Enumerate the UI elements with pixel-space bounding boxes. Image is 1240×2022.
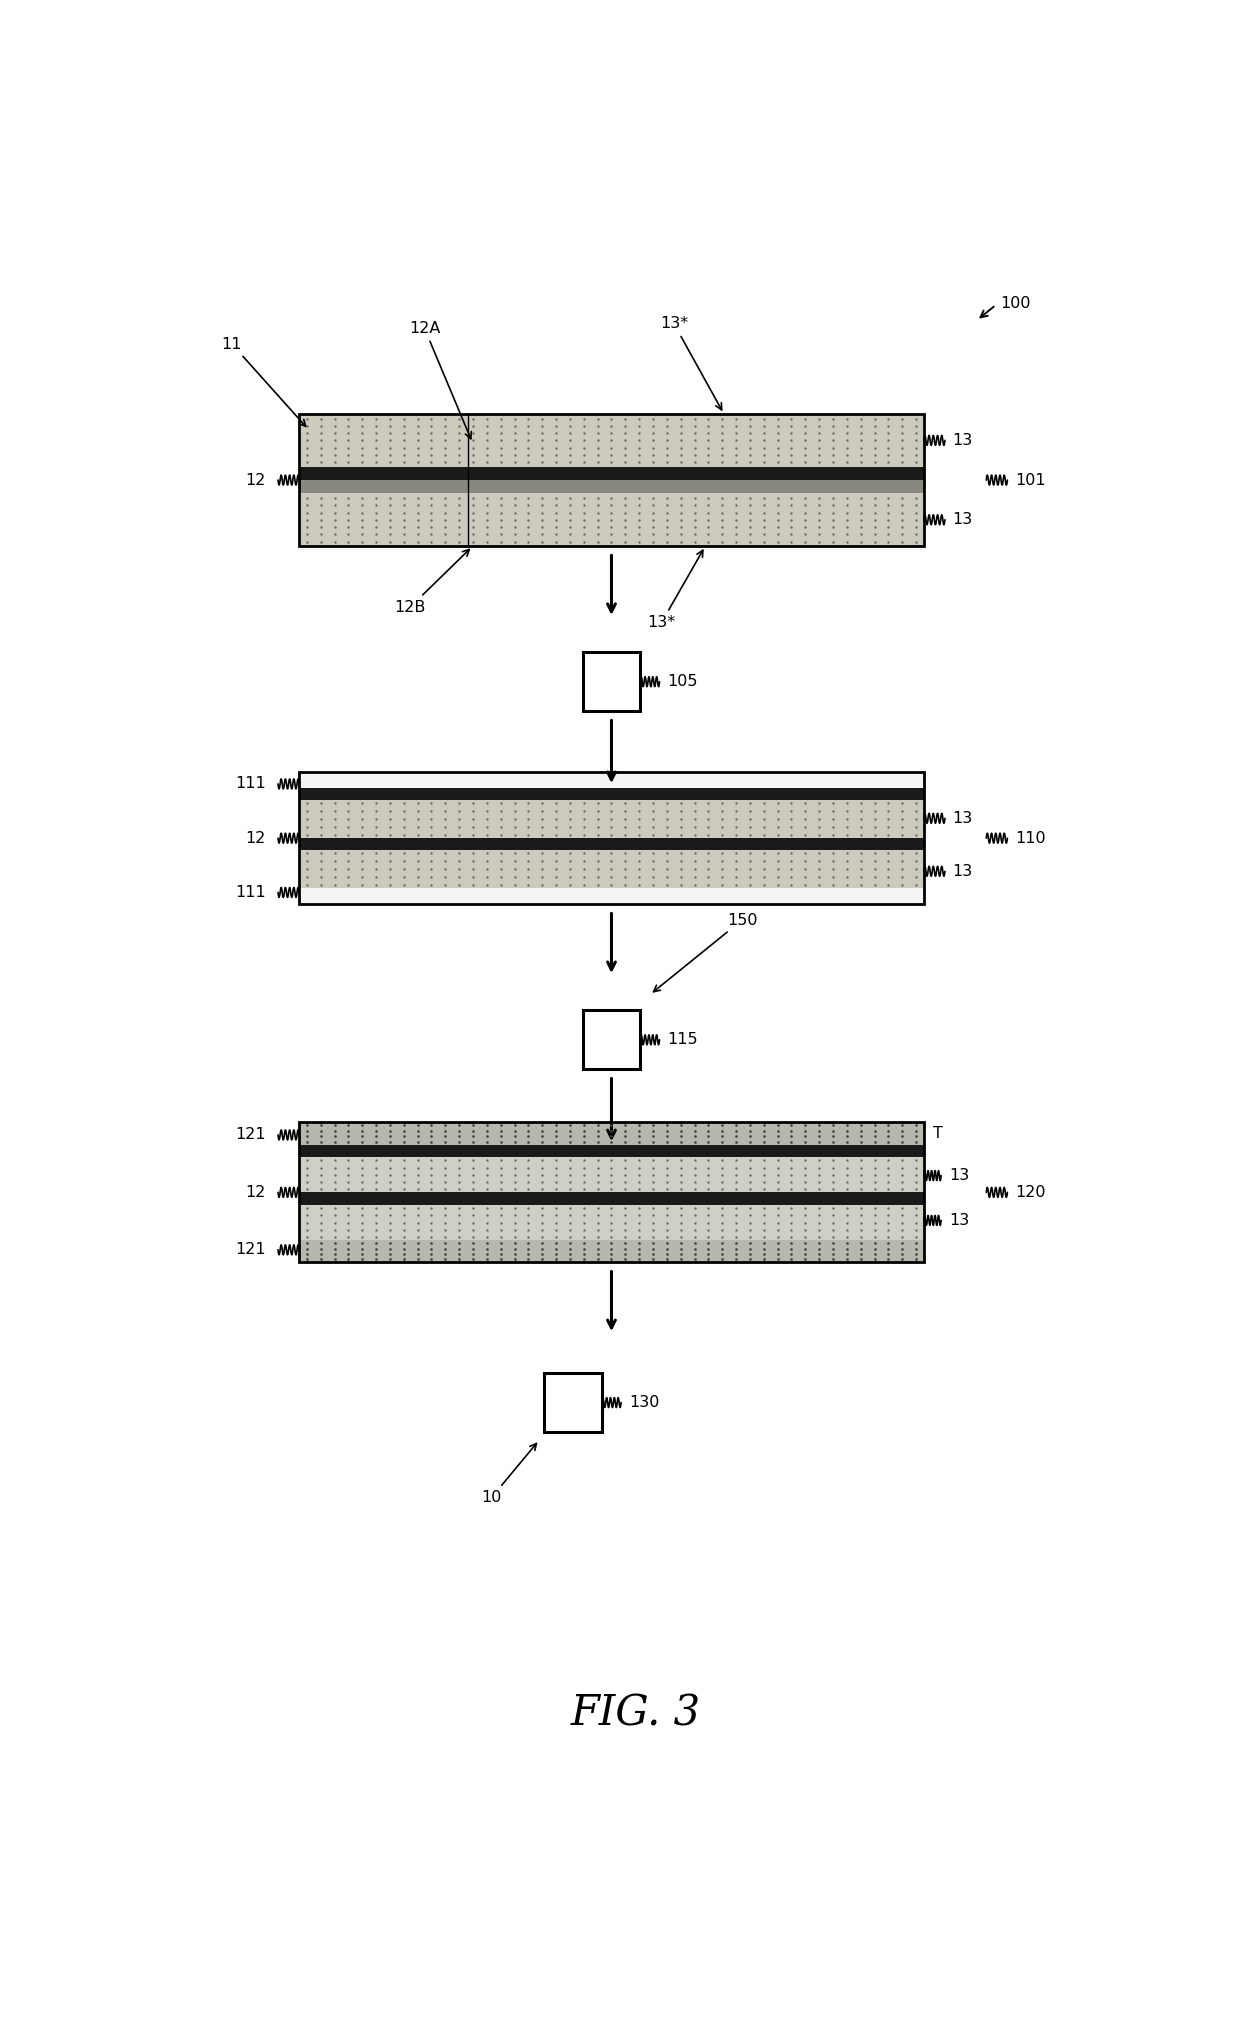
Bar [299, 1122, 924, 1262]
Text: 13: 13 [949, 1213, 968, 1227]
Text: 150: 150 [653, 912, 758, 991]
Text: 12: 12 [246, 831, 265, 845]
Text: 10: 10 [481, 1444, 537, 1504]
Text: 12: 12 [246, 473, 265, 487]
Bar [299, 839, 924, 849]
Text: 13: 13 [952, 811, 973, 825]
Text: 111: 111 [234, 776, 265, 791]
Text: 101: 101 [1016, 473, 1045, 487]
Bar [299, 479, 924, 493]
Bar [299, 415, 924, 546]
Text: 121: 121 [234, 1242, 265, 1258]
Bar [583, 653, 640, 712]
Text: 13: 13 [952, 433, 973, 447]
Text: 100: 100 [1001, 295, 1032, 311]
Bar [299, 772, 924, 789]
Text: 11: 11 [222, 336, 306, 427]
Bar [299, 1122, 924, 1144]
Text: 121: 121 [234, 1128, 265, 1142]
Text: 111: 111 [234, 886, 265, 900]
Text: 120: 120 [1016, 1185, 1045, 1199]
Bar [299, 772, 924, 904]
Bar [299, 1157, 924, 1193]
Bar [299, 1144, 924, 1157]
Bar [299, 415, 924, 467]
Bar [299, 849, 924, 888]
Bar [299, 1205, 924, 1239]
Bar [299, 888, 924, 904]
Text: 110: 110 [1016, 831, 1045, 845]
Text: FIG. 3: FIG. 3 [570, 1692, 701, 1735]
Text: 13*: 13* [660, 315, 722, 410]
Bar [299, 467, 924, 479]
Text: 13: 13 [952, 512, 973, 528]
Bar [544, 1373, 601, 1432]
Text: 13*: 13* [647, 550, 703, 631]
Bar [299, 1239, 924, 1262]
Bar [299, 789, 924, 801]
Text: 12B: 12B [394, 550, 469, 615]
Text: 13: 13 [949, 1169, 968, 1183]
Text: 12: 12 [246, 1185, 265, 1199]
Text: 130: 130 [629, 1395, 660, 1409]
Text: 115: 115 [667, 1033, 698, 1047]
Bar [299, 1193, 924, 1205]
Text: T: T [934, 1126, 944, 1140]
Bar [583, 1011, 640, 1070]
Text: 12A: 12A [409, 321, 471, 439]
Bar [299, 493, 924, 546]
Bar [299, 801, 924, 839]
Text: 105: 105 [667, 673, 698, 690]
Text: 13: 13 [952, 863, 973, 880]
